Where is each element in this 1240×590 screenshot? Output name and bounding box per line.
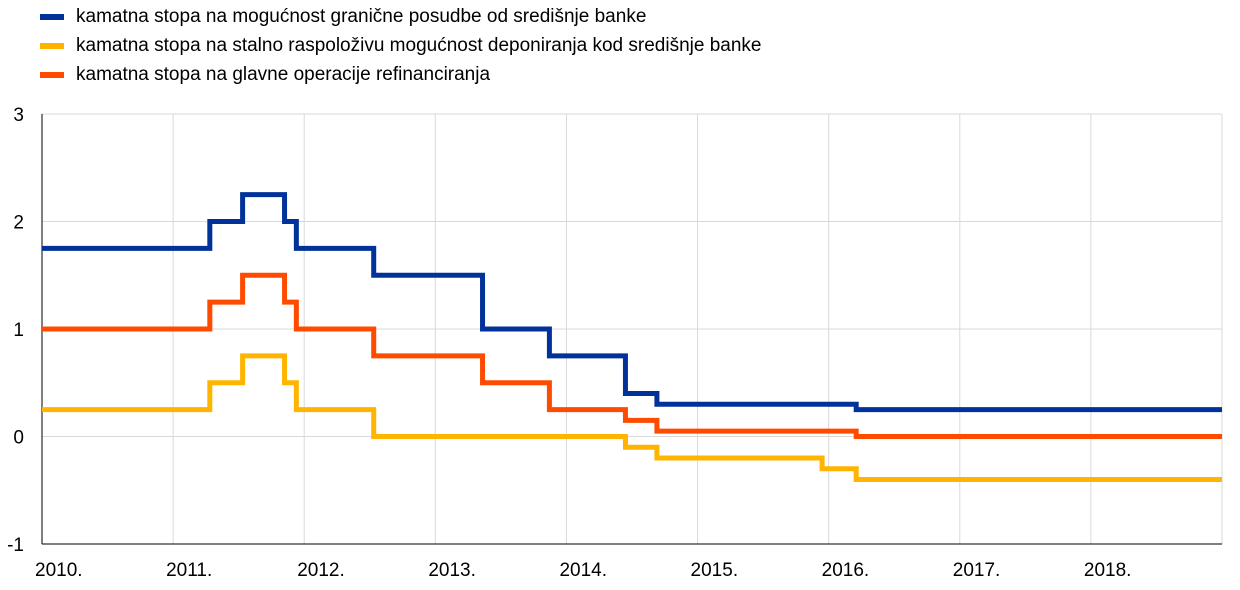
series-line-0 xyxy=(42,192,1222,413)
y-tick-label: 1 xyxy=(13,320,24,341)
x-tick-label: 2016. xyxy=(822,560,870,581)
legend-swatch xyxy=(40,42,64,49)
legend: kamatna stopa na mogućnost granične posu… xyxy=(40,2,761,89)
legend-label: kamatna stopa na mogućnost granične posu… xyxy=(76,6,647,27)
y-tick-label: -1 xyxy=(7,535,24,556)
x-tick-label: 2017. xyxy=(953,560,1001,581)
x-tick-label: 2010. xyxy=(35,560,83,581)
legend-label: kamatna stopa na glavne operacije refina… xyxy=(76,64,491,85)
x-tick-label: 2011. xyxy=(166,560,212,581)
legend-item-deposit-facility: kamatna stopa na stalno raspoloživu mogu… xyxy=(40,31,761,60)
legend-swatch xyxy=(40,13,64,20)
x-tick-label: 2015. xyxy=(691,560,739,581)
series-line-1 xyxy=(42,353,1222,482)
x-tick-label: 2013. xyxy=(428,560,476,581)
y-tick-label: 2 xyxy=(13,213,24,234)
legend-item-main-refinancing: kamatna stopa na glavne operacije refina… xyxy=(40,60,761,89)
x-tick-label: 2018. xyxy=(1084,560,1132,581)
y-tick-label: 0 xyxy=(13,428,24,449)
legend-item-marginal-lending: kamatna stopa na mogućnost granične posu… xyxy=(40,2,761,31)
legend-label: kamatna stopa na stalno raspoloživu mogu… xyxy=(76,35,762,56)
series-line-2 xyxy=(42,272,1222,439)
y-tick-label: 3 xyxy=(13,105,24,126)
x-tick-label: 2014. xyxy=(559,560,607,581)
legend-swatch xyxy=(40,71,64,78)
x-tick-label: 2012. xyxy=(297,560,345,581)
